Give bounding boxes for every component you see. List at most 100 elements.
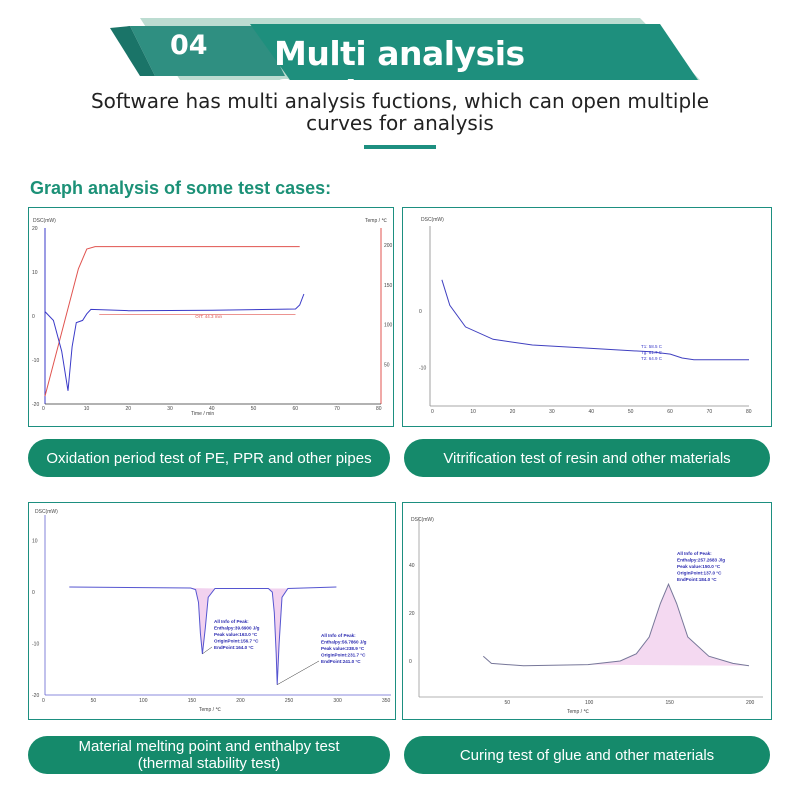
section-number: 04: [170, 30, 208, 61]
x-tick-label: 0: [42, 698, 45, 704]
peak-info-text: OriginPoint:156.7 °C: [214, 639, 259, 644]
series-dsc-line: [482, 582, 750, 667]
y-axis-label: DSC(mW): [35, 509, 58, 515]
y-tick-label-right: 50: [384, 362, 390, 368]
y-axis-label-right: Temp / ℃: [365, 218, 387, 224]
series-dsc-line: [44, 293, 305, 391]
y-tick-label: 20: [32, 226, 38, 232]
y-tick-label: -10: [32, 642, 39, 648]
x-tick-label: 50: [91, 698, 97, 704]
x-axis-label: Temp / ℃: [567, 709, 589, 715]
x-tick-label: 200: [746, 700, 755, 706]
peak-info-text: Enthalpy:56.7860 J/g: [321, 640, 367, 645]
peak-info-text: Enthalpy:39.6900 J/g: [214, 626, 260, 631]
x-tick-label: 70: [334, 406, 340, 412]
x-tick-label: 200: [236, 698, 245, 704]
x-tick-label: 50: [505, 700, 511, 706]
y-tick-label-right: 100: [384, 323, 393, 329]
x-tick-label: 10: [84, 406, 90, 412]
caption-text: Vitrification test of resin and other ma…: [443, 449, 731, 467]
chart-panel-oxidation: DSC(mW) Temp / ℃ Time / min 0 10 20 30 40 50 60 70…: [28, 207, 394, 427]
peak-info-text: OriginPoint:137.0 °C: [677, 571, 722, 576]
y-tick-label: 0: [32, 314, 35, 320]
x-tick-label: 150: [666, 700, 675, 706]
x-tick-label: 250: [285, 698, 294, 704]
y-tick-label-right: 150: [384, 283, 393, 289]
chart-panel-melting: DSC(mW) Temp / ℃ 0 50 100 150 200 250 300 350 10 0-…: [28, 502, 396, 720]
chart-panel-curing: DSC(mW) Temp / ℃ 50 100 150 200 40 20 0 All Info …: [402, 502, 772, 720]
caption-text: Oxidation period test of PE, PPR and oth…: [46, 449, 372, 467]
x-axis-label: Temp / ℃: [199, 707, 221, 713]
caption-text: Material melting point and enthalpy test…: [78, 738, 340, 772]
peak-info-text: EndPoint:184.0 °C: [677, 577, 717, 582]
peak-info-text: Peak value:163.0 °C: [214, 632, 258, 637]
series-dsc-line: [69, 586, 337, 685]
y-axis-label-left: DSC(mW): [33, 218, 56, 224]
x-tick-label: 350: [382, 698, 391, 704]
chart-melting: DSC(mW)Temp / ℃0 50 100 150 200 250 300 350100-…: [32, 509, 391, 713]
x-tick-label: 300: [333, 698, 342, 704]
x-axis-label: Time / min: [191, 411, 214, 417]
x-tick-label: 80: [746, 409, 752, 415]
x-tick-label: 40: [589, 409, 595, 415]
transition-annotation: Tg: 61.7 C: [641, 350, 663, 355]
banner-shape: [110, 18, 700, 80]
y-tick-label-right: 200: [384, 243, 393, 249]
peak-info-text: OriginPoint:231.7 °C: [321, 653, 366, 658]
y-tick-label: -10: [32, 358, 39, 364]
peak-info-text: All Info of Peak:: [214, 619, 249, 624]
y-tick-label: -20: [32, 402, 39, 408]
subtitle-underline: [364, 145, 436, 149]
banner-title: Multi analysis fuctions: [274, 34, 525, 112]
x-tick-label: 20: [126, 406, 132, 412]
chart-panel-vitrification: DSC(mW) 0 10 20 30 40 50 60 70 80 0 -10 T1: 58.5 C Tg…: [402, 207, 772, 427]
caption-vitrification: Vitrification test of resin and other ma…: [404, 439, 770, 477]
x-tick-label: 80: [376, 406, 382, 412]
chart-vitrification: DSC(mW) 0 10 20 30 40 50 60 70 80 0 -10 T1: 58.5 CTg…: [419, 217, 752, 415]
peak-area-1: [190, 588, 215, 654]
x-tick-label: 20: [510, 409, 516, 415]
x-tick-label: 70: [707, 409, 713, 415]
y-tick-label: -20: [32, 693, 39, 699]
y-tick-label: 0: [419, 309, 422, 315]
x-tick-label: 100: [139, 698, 148, 704]
x-tick-label: 10: [470, 409, 476, 415]
series-temperature-line: [44, 246, 300, 397]
y-axis-label: DSC(mW): [421, 217, 444, 223]
peak-leader-2: [277, 660, 320, 685]
section-heading: Graph analysis of some test cases:: [30, 178, 332, 198]
peak-info-text: Enthalpy:257.2683 J/g: [677, 558, 725, 563]
y-tick-label: 10: [32, 539, 38, 545]
chart-oxidation: DSC(mW) Temp / ℃ Time / min 0 10 20 30 40 50 60 70…: [32, 218, 393, 417]
x-tick-label: 150: [188, 698, 197, 704]
caption-curing: Curing test of glue and other materials: [404, 736, 770, 774]
peak-info-text: EndPoint:241.0 °C: [321, 659, 361, 664]
y-tick-label: 10: [32, 270, 38, 276]
y-axis-label: DSC(mW): [411, 517, 434, 523]
peak-area-2: [268, 588, 288, 685]
caption-melting: Material melting point and enthalpy test…: [28, 736, 390, 774]
x-tick-label: 0: [431, 409, 434, 415]
peak-area: [588, 584, 749, 666]
y-tick-label: 20: [409, 611, 415, 617]
transition-annotation: T1: 58.5 C: [641, 344, 663, 349]
x-tick-label: 60: [667, 409, 673, 415]
peak-info-text: Peak value:150.0 °C: [677, 564, 721, 569]
y-tick-label: -10: [419, 366, 426, 372]
x-tick-label: 50: [628, 409, 634, 415]
x-tick-label: 100: [585, 700, 594, 706]
transition-annotation: T2: 64.9 C: [641, 356, 663, 361]
header-banner: 04 Multi analysis fuctions: [100, 14, 710, 112]
x-tick-label: 40: [209, 406, 215, 412]
y-tick-label: 40: [409, 563, 415, 569]
peak-info-text: Peak value:238.9 °C: [321, 646, 365, 651]
caption-text: Curing test of glue and other materials: [459, 746, 715, 764]
x-tick-label: 0: [42, 406, 45, 412]
peak-info-text: All Info of Peak:: [677, 551, 712, 556]
peak-leader-1: [202, 646, 213, 655]
peak-info-text: All Info of Peak:: [321, 633, 356, 638]
x-tick-label: 30: [549, 409, 555, 415]
y-tick-label: 0: [32, 590, 35, 596]
x-tick-label: 50: [251, 406, 257, 412]
